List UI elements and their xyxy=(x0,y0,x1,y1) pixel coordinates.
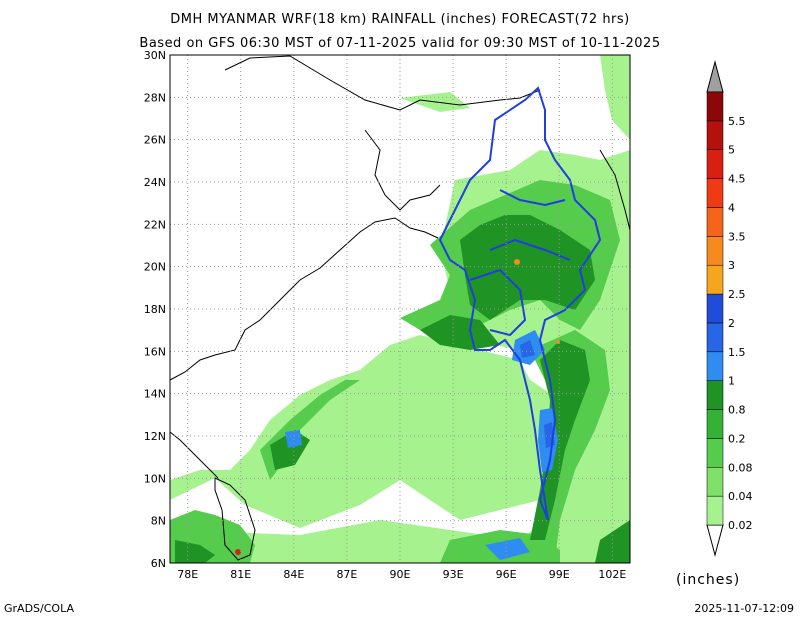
colorbar-label: 0.08 xyxy=(728,461,753,474)
colorbar-swatch xyxy=(706,322,724,353)
colorbar-swatch xyxy=(706,149,724,179)
colorbar-swatch xyxy=(706,91,724,122)
colorbar-label: 0.04 xyxy=(728,490,753,503)
map-subtitle: Based on GFS 06:30 MST of 07-11-2025 val… xyxy=(139,36,661,51)
map-frame xyxy=(169,54,631,564)
longitude-label: 87E xyxy=(336,568,357,581)
colorbar: 0.02 0.04 0.08 0.2 0.8 1 1.5 2 2.5 3 3.5 4 4.5 5 5.5 xyxy=(706,60,753,557)
map-title: DMH MYANMAR WRF(18 km) RAINFALL (inches)… xyxy=(170,12,630,27)
longitude-label: 84E xyxy=(283,568,304,581)
latitude-label: 16N xyxy=(144,345,166,358)
colorbar-swatch xyxy=(706,236,724,266)
colorbar-swatch xyxy=(706,178,724,208)
colorbar-label: 3 xyxy=(728,259,735,272)
colorbar-label: 4.5 xyxy=(728,173,746,186)
latitude-label: 26N xyxy=(144,134,166,147)
colorbar-label: 0.8 xyxy=(728,404,746,417)
colorbar-swatch xyxy=(706,207,724,237)
latitude-label: 20N xyxy=(144,261,166,274)
latitude-labels: 30N 28N 26N 24N 22N 20N 18N 16N 14N 12N 10N 8N 6N xyxy=(144,49,166,570)
colorbar-top-arrow xyxy=(706,60,724,93)
coastline xyxy=(170,55,630,561)
longitude-label: 93E xyxy=(443,568,464,581)
longitude-label: 102E xyxy=(598,568,626,581)
colorbar-swatch xyxy=(706,351,724,381)
colorbar-label: 5 xyxy=(728,144,735,157)
latitude-label: 24N xyxy=(144,176,166,189)
colorbar-swatch xyxy=(706,120,724,150)
longitude-label: 96E xyxy=(496,568,517,581)
colorbar-label: 0.02 xyxy=(728,519,753,532)
colorbar-label: 1 xyxy=(728,375,735,388)
latitude-label: 14N xyxy=(144,388,166,401)
latitude-label: 30N xyxy=(144,49,166,62)
colorbar-bottom-arrow xyxy=(706,524,724,557)
colorbar-swatch xyxy=(706,264,724,295)
colorbar-label: 5.5 xyxy=(728,115,746,128)
colorbar-label: 2.5 xyxy=(728,288,746,301)
colorbar-swatch xyxy=(706,380,724,410)
colorbar-swatch xyxy=(706,293,724,324)
latitude-label: 28N xyxy=(144,91,166,104)
longitude-labels: 78E 81E 84E 87E 90E 93E 96E 99E 102E xyxy=(177,568,626,581)
colorbar-label: 0.2 xyxy=(728,432,746,445)
colorbar-label: 4 xyxy=(728,201,735,214)
timestamp: 2025-11-07-12:09 xyxy=(694,602,794,615)
myanmar-boundaries xyxy=(438,86,602,521)
colorbar-swatch xyxy=(706,467,724,497)
colorbar-swatch xyxy=(706,495,724,526)
colorbar-swatch xyxy=(706,409,724,439)
colorbar-label: 3.5 xyxy=(728,230,746,243)
longitude-label: 90E xyxy=(390,568,411,581)
latitude-label: 6N xyxy=(151,557,166,570)
colorbar-swatch xyxy=(706,438,724,468)
units-label: (inches) xyxy=(676,572,741,588)
latitude-label: 8N xyxy=(151,515,166,528)
latitude-label: 10N xyxy=(144,472,166,485)
latitude-label: 12N xyxy=(144,430,166,443)
longitude-label: 78E xyxy=(177,568,198,581)
colorbar-label: 2 xyxy=(728,317,735,330)
software-credit: GrADS/COLA xyxy=(4,602,74,615)
graticule xyxy=(170,55,630,563)
latitude-label: 18N xyxy=(144,303,166,316)
colorbar-label: 1.5 xyxy=(728,346,746,359)
longitude-label: 81E xyxy=(230,568,251,581)
latitude-label: 22N xyxy=(144,218,166,231)
longitude-label: 99E xyxy=(549,568,570,581)
